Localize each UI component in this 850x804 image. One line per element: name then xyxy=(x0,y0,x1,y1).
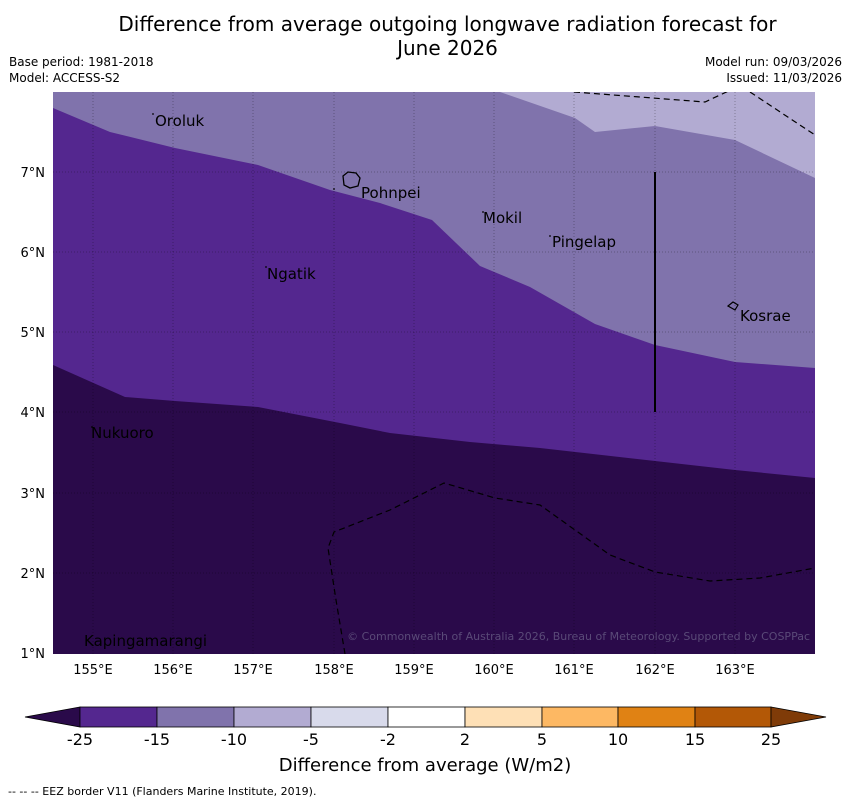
colorbar-tick-label: 25 xyxy=(761,730,781,749)
contour-map: Oroluk Pohnpei Mokil Pingelap Ngatik Kos… xyxy=(53,92,815,654)
label-oroluk: Oroluk xyxy=(155,112,204,130)
longitude-axis: 155°E 156°E 157°E 158°E 159°E 160°E 161°… xyxy=(73,663,755,678)
model-run: Model run: 09/03/2026 xyxy=(704,55,842,69)
colorbar-tick-label: 2 xyxy=(460,730,470,749)
colorbar-swatch xyxy=(694,706,772,728)
lon-label: 160°E xyxy=(474,663,514,678)
label-pohnpei: Pohnpei xyxy=(361,184,421,202)
colorbar-swatch xyxy=(464,706,543,728)
colorbar-swatch xyxy=(310,706,389,728)
colorbar-tick-label: -5 xyxy=(303,730,319,749)
lon-label: 156°E xyxy=(153,663,193,678)
colorbar-ticks: -25 -15 -10 -5 -2 2 5 10 15 25 xyxy=(67,730,781,749)
colorbar-swatch xyxy=(156,706,235,728)
colorbar-swatch xyxy=(233,706,312,728)
region-below-minus-25 xyxy=(53,365,815,654)
label-mokil: Mokil xyxy=(483,209,522,227)
colorbar-swatch xyxy=(79,706,158,728)
model-name: Model: ACCESS-S2 xyxy=(9,71,121,85)
lon-label: 155°E xyxy=(73,663,113,678)
lon-label: 161°E xyxy=(554,663,594,678)
copyright-notice: © Commonwealth of Australia 2026, Bureau… xyxy=(347,630,810,643)
graticule xyxy=(53,92,815,654)
lat-label: 4°N xyxy=(21,406,46,421)
label-kosrae: Kosrae xyxy=(740,307,791,325)
lon-label: 163°E xyxy=(715,663,755,678)
lon-label: 159°E xyxy=(394,663,434,678)
colorbar-extend-low xyxy=(24,706,81,728)
colorbar-tick-label: -2 xyxy=(380,730,396,749)
label-nukuoro: Nukuoro xyxy=(91,424,154,442)
lat-label: 7°N xyxy=(21,166,46,181)
colorbar-swatch xyxy=(541,706,619,728)
lon-label: 162°E xyxy=(635,663,675,678)
lon-label: 157°E xyxy=(233,663,273,678)
base-period: Base period: 1981-2018 xyxy=(9,55,154,69)
kosrae-outline xyxy=(726,301,739,311)
lat-label: 2°N xyxy=(21,567,46,582)
title-line-2: June 2026 xyxy=(397,36,498,60)
atoll-dots xyxy=(91,113,551,428)
colorbar-title: Difference from average (W/m2) xyxy=(278,755,572,776)
latitude-axis: 7°N 6°N 5°N 4°N 3°N 2°N 1°N xyxy=(21,166,46,662)
map-title: Difference from average outgoing longwav… xyxy=(0,12,850,60)
eez-border xyxy=(327,92,815,654)
label-pingelap: Pingelap xyxy=(552,233,616,251)
lon-label: 158°E xyxy=(314,663,354,678)
colorbar xyxy=(24,706,827,728)
label-kapingamarangi: Kapingamarangi xyxy=(84,632,207,650)
colorbar-swatch xyxy=(617,706,696,728)
colorbar-swatch xyxy=(387,706,466,728)
label-ngatik: Ngatik xyxy=(267,265,316,283)
colorbar-extend-high xyxy=(770,706,827,728)
colorbar-tick-label: 5 xyxy=(537,730,547,749)
lat-label: 1°N xyxy=(21,647,46,662)
colorbar-tick-label: 15 xyxy=(685,730,705,749)
colorbar-tick-label: 10 xyxy=(608,730,628,749)
eez-footnote: -- -- -- EEZ border V11 (Flanders Marine… xyxy=(8,785,317,798)
colorbar-tick-label: -15 xyxy=(144,730,170,749)
lat-label: 6°N xyxy=(21,246,46,261)
lat-label: 5°N xyxy=(21,326,46,341)
issued-date: Issued: 11/03/2026 xyxy=(726,71,842,85)
lat-label: 3°N xyxy=(21,487,46,502)
colorbar-tick-label: -25 xyxy=(67,730,93,749)
pohnpei-outline xyxy=(342,171,361,189)
colorbar-tick-label: -10 xyxy=(221,730,247,749)
title-line-1: Difference from average outgoing longwav… xyxy=(118,12,777,36)
